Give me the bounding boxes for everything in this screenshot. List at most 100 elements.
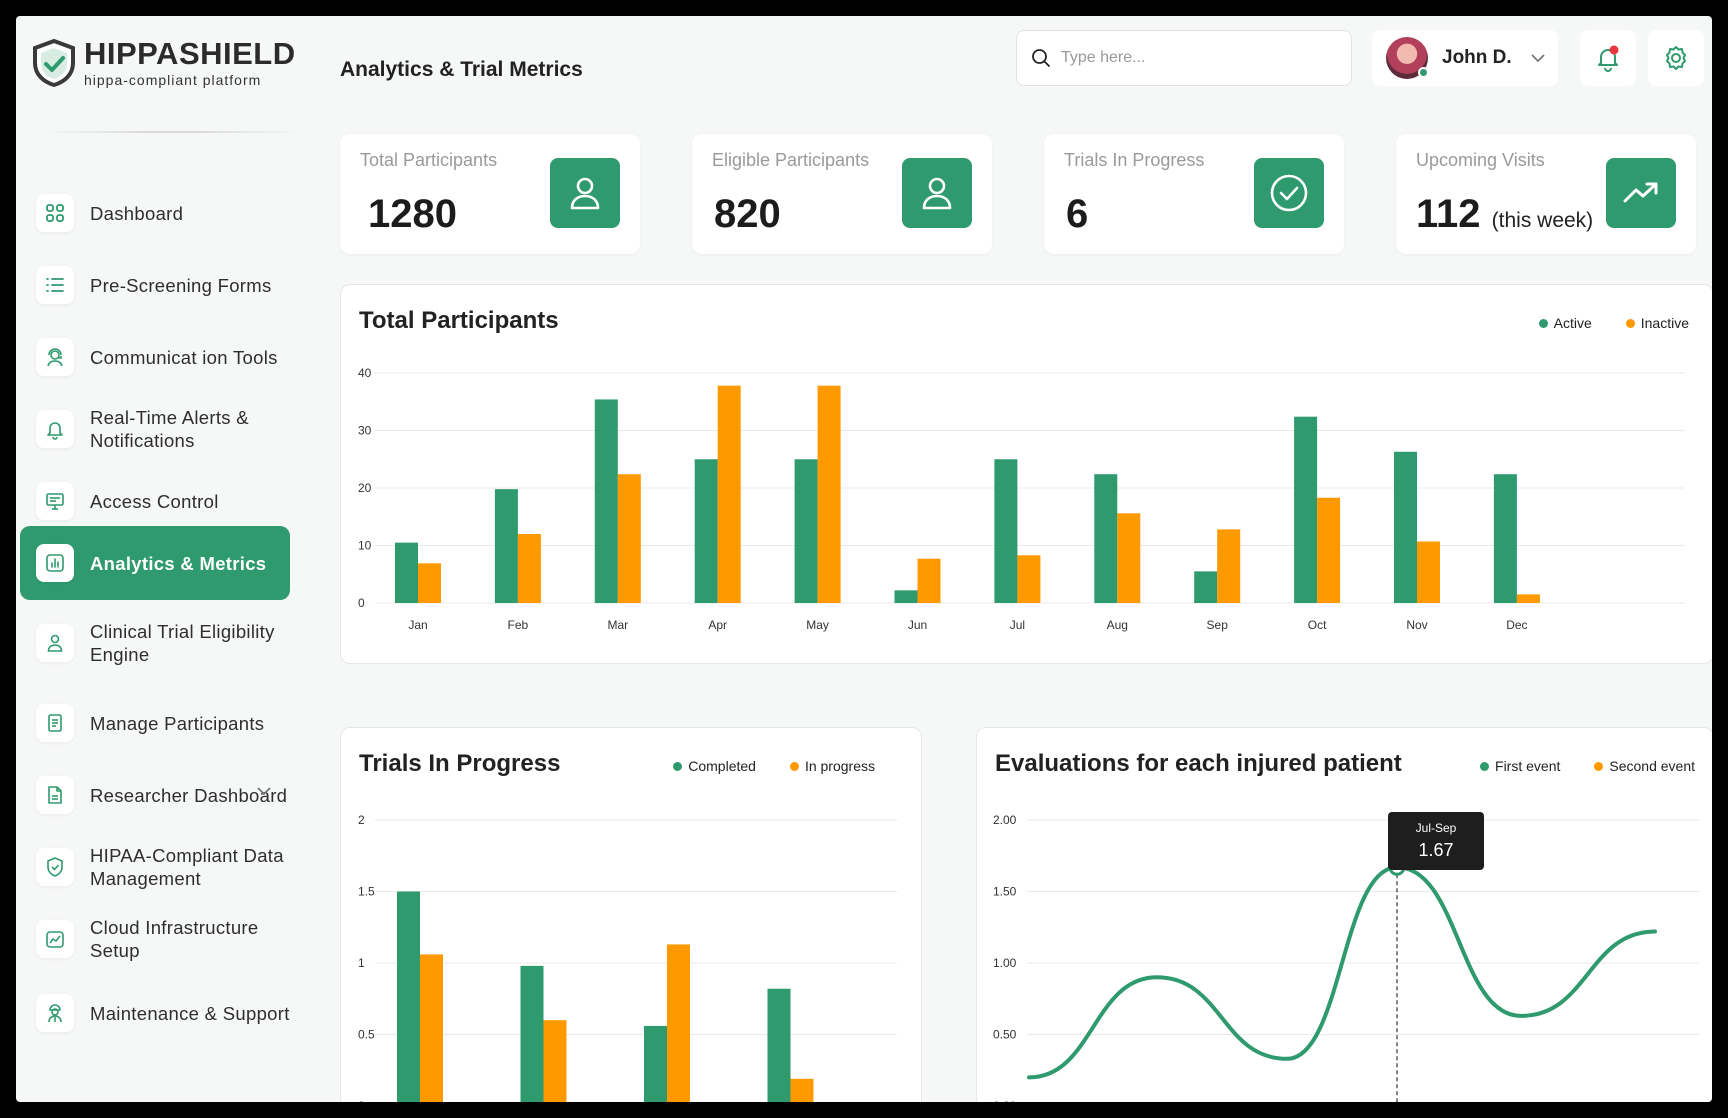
sidebar-item-researcher-dashboard[interactable]: Researcher Dashboard <box>20 758 290 832</box>
bar-series-1[interactable] <box>767 988 791 1102</box>
search-bar[interactable] <box>1016 30 1352 86</box>
x-tick-label: Dec <box>1506 618 1527 632</box>
legend-item-in-progress[interactable]: In progress <box>789 758 875 774</box>
brand-name: HIPPASHIELD <box>84 36 296 71</box>
sidebar-item-label: Real-Time Alerts & Notifications <box>90 407 249 451</box>
bar-series-1[interactable] <box>994 459 1018 603</box>
evaluations-chart-panel: Evaluations for each injured patient Fir… <box>976 727 1712 1102</box>
shield-icon <box>36 848 74 886</box>
bar-series-2[interactable] <box>543 1020 567 1102</box>
sidebar-item-maintenance[interactable]: Maintenance & Support <box>20 976 290 1050</box>
bar-series-1[interactable] <box>644 1025 667 1102</box>
chart-legend: Completed In progress <box>673 758 875 774</box>
chevron-down-icon[interactable] <box>256 786 272 796</box>
bar-series-1[interactable] <box>520 965 544 1102</box>
bar-series-1[interactable] <box>1493 474 1517 603</box>
stat-card-trials-in-progress[interactable]: Trials In Progress 6 <box>1044 134 1344 254</box>
notifications-button[interactable] <box>1580 30 1636 86</box>
sidebar-item-access-control[interactable]: Access Control <box>20 464 290 538</box>
sidebar-item-dashboard[interactable]: Dashboard <box>20 176 290 250</box>
list-icon <box>36 266 74 304</box>
bar-series-1[interactable] <box>395 542 418 603</box>
bar-series-1[interactable] <box>894 590 918 603</box>
bar-series-2[interactable] <box>790 1078 814 1102</box>
bar-series-2[interactable] <box>667 944 690 1102</box>
bar-series-1[interactable] <box>1094 474 1118 603</box>
user-icon <box>902 158 972 228</box>
sidebar-item-communication-tools[interactable]: Communicat ion Tools <box>20 320 290 394</box>
user-name: John D. <box>1442 47 1512 68</box>
sidebar-item-eligibility-engine[interactable]: Clinical Trial Eligibility Engine <box>20 606 290 680</box>
sidebar-item-hipaa-data[interactable]: HIPAA-Compliant Data Management <box>20 830 290 904</box>
stat-suffix: (this week) <box>1491 209 1594 232</box>
y-tick-label: 40 <box>358 366 372 380</box>
legend-item-first-event[interactable]: First event <box>1480 758 1560 774</box>
headset-icon <box>36 338 74 376</box>
bar-series-2[interactable] <box>517 534 541 603</box>
x-tick-label: Sep <box>1207 618 1229 632</box>
bar-series-1[interactable] <box>397 891 420 1103</box>
bar-series-2[interactable] <box>1117 513 1141 603</box>
stat-value: 6 <box>1066 192 1089 236</box>
sidebar-item-cloud-setup[interactable]: Cloud Infrastructure Setup <box>20 902 290 976</box>
bar-series-2[interactable] <box>717 385 741 603</box>
series-first-event-line[interactable] <box>1027 865 1657 1080</box>
bar-series-1[interactable] <box>594 399 618 603</box>
sidebar-item-manage-participants[interactable]: Manage Participants <box>20 686 290 760</box>
stat-card-total-participants[interactable]: Total Participants 1280 <box>340 134 640 254</box>
sidebar-item-pre-screening-forms[interactable]: Pre-Screening Forms <box>20 248 290 322</box>
stat-label: Eligible Participants <box>712 150 870 170</box>
chart-title: Trials In Progress <box>359 750 561 777</box>
legend-item-inactive[interactable]: Inactive <box>1625 315 1689 331</box>
x-tick-label: Jul <box>1010 618 1025 632</box>
bar-series-2[interactable] <box>1317 497 1341 603</box>
bar-series-1[interactable] <box>1394 451 1417 603</box>
legend-item-second-event[interactable]: Second event <box>1594 758 1695 774</box>
bar-series-2[interactable] <box>1017 555 1041 603</box>
search-input[interactable] <box>1061 49 1321 67</box>
bar-series-2[interactable] <box>418 563 441 603</box>
stat-value: 112 (this week) <box>1416 192 1594 236</box>
x-tick-label: Mar <box>607 618 628 632</box>
tooltip-label: Jul-Sep <box>1415 821 1457 835</box>
bar-series-2[interactable] <box>1217 529 1241 603</box>
brand-logo[interactable]: HIPPASHIELD hippa-compliant platform <box>32 38 296 88</box>
bar-series-2[interactable] <box>917 558 941 603</box>
sidebar-item-analytics[interactable]: Analytics & Metrics <box>20 526 290 600</box>
chart-legend: First event Second event <box>1480 758 1695 774</box>
bell-icon <box>36 410 74 448</box>
sidebar-item-label: Clinical Trial Eligibility Engine <box>90 621 275 665</box>
bar-series-1[interactable] <box>1294 416 1318 603</box>
bar-series-2[interactable] <box>617 474 641 603</box>
sidebar-item-label: Maintenance & Support <box>90 1002 290 1024</box>
bar-series-1[interactable] <box>494 489 518 603</box>
bar-series-2[interactable] <box>1417 541 1440 603</box>
sidebar-item-alerts[interactable]: Real-Time Alerts & Notifications <box>20 392 290 466</box>
x-tick-label: Jun <box>908 618 927 632</box>
stat-value: 820 <box>714 192 781 236</box>
grid-icon <box>36 194 74 232</box>
bar-series-2[interactable] <box>1516 594 1540 603</box>
bar-series-1[interactable] <box>694 459 718 603</box>
chart-icon <box>36 544 74 582</box>
shield-logo-icon <box>33 39 75 87</box>
bar-series-1[interactable] <box>794 459 818 603</box>
stat-card-upcoming-visits[interactable]: Upcoming Visits 112 (this week) <box>1396 134 1696 254</box>
bar-series-2[interactable] <box>817 385 841 603</box>
trend-icon <box>36 920 74 958</box>
user-icon <box>36 624 74 662</box>
user-menu[interactable]: John D. <box>1372 30 1558 86</box>
y-tick-label: 10 <box>358 539 372 553</box>
stat-card-eligible-participants[interactable]: Eligible Participants 820 <box>692 134 992 254</box>
bell-icon <box>1598 45 1619 72</box>
legend-item-active[interactable]: Active <box>1538 315 1592 331</box>
x-tick-label: May <box>806 618 829 632</box>
settings-button[interactable] <box>1648 30 1704 86</box>
sidebar-item-label: Analytics & Metrics <box>90 552 267 574</box>
y-tick-label: 30 <box>358 424 372 438</box>
legend-item-completed[interactable]: Completed <box>673 758 756 774</box>
bar-series-1[interactable] <box>1194 571 1218 603</box>
bar-series-2[interactable] <box>420 954 443 1102</box>
sidebar-item-label: Researcher Dashboard <box>90 784 288 806</box>
brand-tagline: hippa-compliant platform <box>84 72 262 88</box>
